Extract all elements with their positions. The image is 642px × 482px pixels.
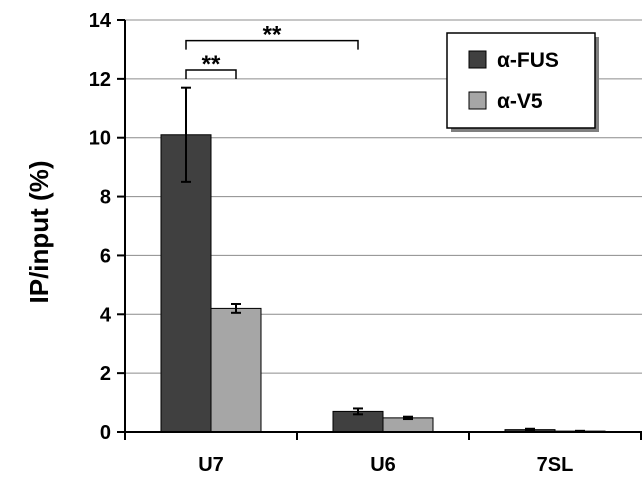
bars [160,134,606,433]
x-tick-label: U7 [198,454,224,476]
x-tick-label: 7SL [537,454,574,476]
significance-label: ** [202,51,221,78]
y-tick-label: 14 [89,10,112,32]
legend-swatch [468,91,487,110]
y-tick-label: 10 [89,128,111,150]
legend-box [446,32,596,129]
y-axis-label: IP/input (%) [24,161,54,304]
y-tick-label: 12 [89,69,111,91]
y-tick-label: 4 [100,304,112,326]
legend-label: α-FUS [497,49,559,72]
legend-swatch [468,50,487,69]
y-tick-label: 8 [100,187,111,209]
significance-bracket [185,69,237,80]
legend: α-FUS α-V5 [446,32,599,132]
legend-label: α-V5 [497,90,543,113]
bar [210,307,262,433]
significance-bracket [185,39,359,50]
y-tick-label: 0 [100,422,111,444]
y-tick-label: 6 [100,245,111,267]
significance-label: ** [263,22,282,49]
x-tick-label: U6 [370,454,396,476]
y-tick-label: 2 [100,363,111,385]
significance-annotations: ** ** [185,22,359,80]
axes [117,19,642,440]
tick-labels: 0 2 4 6 8 10 12 14 U7 U6 7SL [89,10,574,476]
